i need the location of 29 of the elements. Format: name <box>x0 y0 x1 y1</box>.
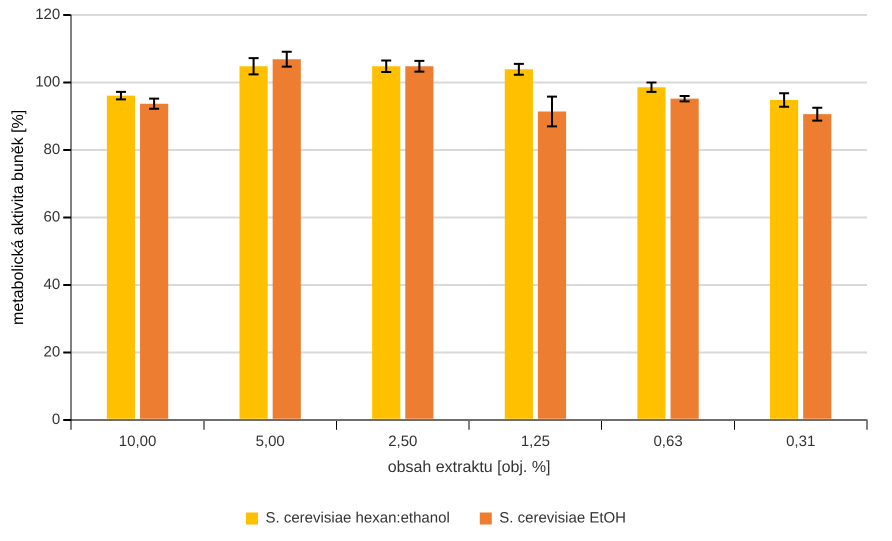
y-tick-label: 100 <box>35 74 60 91</box>
bar <box>803 114 832 419</box>
bar <box>140 104 168 419</box>
bar <box>372 66 400 419</box>
legend-label: S. cerevisiae EtOH <box>499 510 626 527</box>
y-tick-label: 80 <box>44 141 60 158</box>
legend-label: S. cerevisiae hexan:ethanol <box>266 510 450 527</box>
x-tick-label: 5,00 <box>256 432 285 450</box>
bar <box>637 87 666 419</box>
bar <box>504 69 533 419</box>
bar <box>670 98 699 419</box>
y-tick-label: 120 <box>35 6 60 24</box>
y-tick-label: 40 <box>44 276 60 294</box>
bar <box>770 100 798 419</box>
x-tick-label: 1,25 <box>520 432 550 450</box>
y-axis-title: metabolická aktivita buněk [%] <box>10 110 28 326</box>
bar <box>538 111 566 419</box>
bar <box>240 66 268 419</box>
bar <box>106 96 136 419</box>
x-tick-label: 10,00 <box>118 432 156 450</box>
y-tick-label: 0 <box>52 410 60 428</box>
x-axis-title: obsah extraktu [obj. %] <box>388 458 550 476</box>
x-tick-label: 0,63 <box>653 432 683 450</box>
y-tick-label: 20 <box>44 343 60 360</box>
y-tick-label: 60 <box>44 208 60 226</box>
x-tick-label: 0,31 <box>786 432 816 450</box>
bar <box>405 66 434 419</box>
x-tick-label: 2,50 <box>388 432 418 450</box>
bar <box>272 59 301 419</box>
